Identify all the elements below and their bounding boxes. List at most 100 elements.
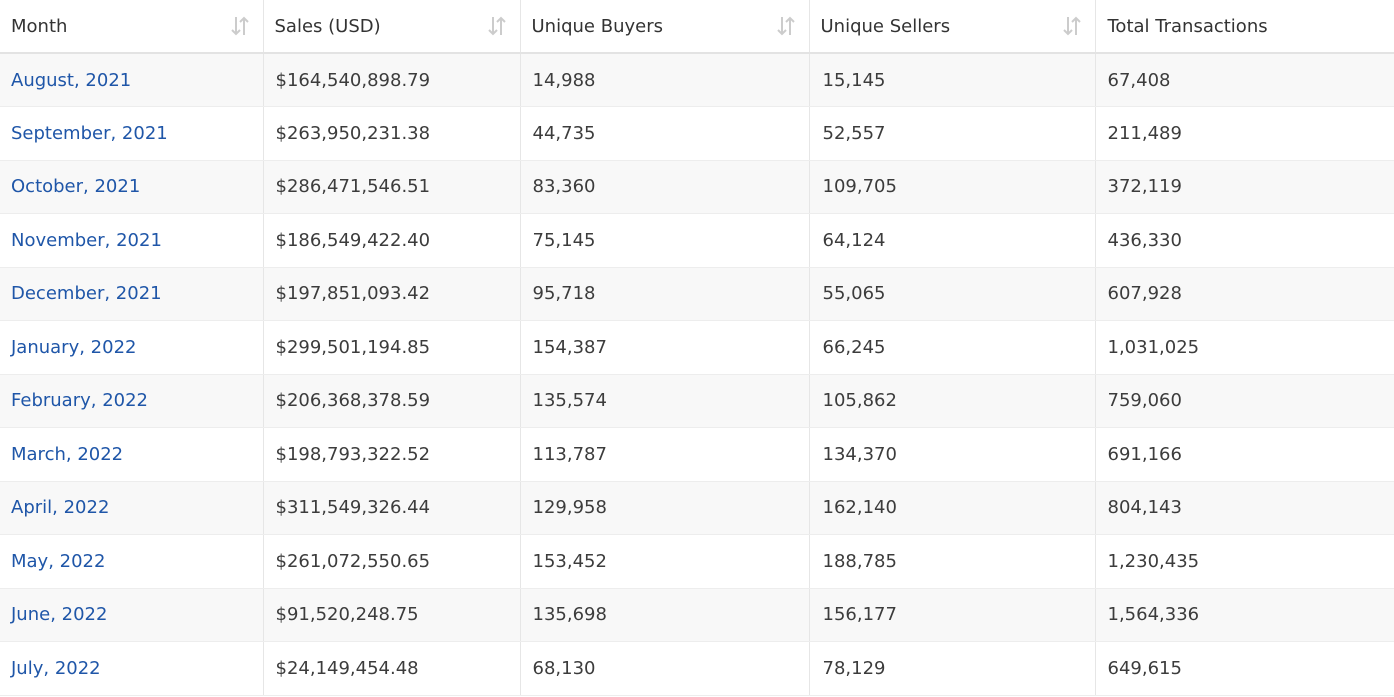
sales-cell: $197,851,093.42 <box>263 267 521 321</box>
table-row: April, 2022 $311,549,326.44 129,958 162,… <box>0 481 1394 535</box>
transactions-cell: 436,330 <box>1095 213 1394 268</box>
sort-arrows-icon[interactable] <box>487 14 507 38</box>
column-header-sales[interactable]: Sales (USD) <box>263 0 521 54</box>
sales-cell: $206,368,378.59 <box>263 374 521 428</box>
transactions-cell: 649,615 <box>1095 641 1394 696</box>
sellers-cell: 15,145 <box>809 53 1096 107</box>
sellers-cell: 66,245 <box>809 320 1096 375</box>
table-row: June, 2022 $91,520,248.75 135,698 156,17… <box>0 588 1394 642</box>
sellers-cell: 156,177 <box>809 588 1096 642</box>
month-cell: August, 2021 <box>0 53 264 107</box>
sales-cell: $299,501,194.85 <box>263 320 521 375</box>
buyers-cell: 75,145 <box>520 213 810 268</box>
month-cell: January, 2022 <box>0 320 264 375</box>
sales-cell: $91,520,248.75 <box>263 588 521 642</box>
column-header-label: Total Transactions <box>1107 15 1268 37</box>
transactions-cell: 691,166 <box>1095 427 1394 482</box>
month-link[interactable]: April, 2022 <box>11 497 110 519</box>
month-link[interactable]: November, 2021 <box>11 229 162 251</box>
header-row: Month Sales (USD) Unique Buyers <box>0 0 1394 54</box>
column-header-label: Unique Buyers <box>531 15 663 37</box>
buyers-cell: 68,130 <box>520 641 810 696</box>
month-cell: February, 2022 <box>0 374 264 428</box>
buyers-cell: 83,360 <box>520 160 810 214</box>
sales-cell: $261,072,550.65 <box>263 534 521 589</box>
month-link[interactable]: October, 2021 <box>11 176 141 198</box>
table-header: Month Sales (USD) Unique Buyers <box>0 0 1394 54</box>
sellers-cell: 105,862 <box>809 374 1096 428</box>
column-header-month[interactable]: Month <box>0 0 264 54</box>
column-header-label: Month <box>11 15 68 37</box>
month-link[interactable]: May, 2022 <box>11 550 106 572</box>
column-header-unique-buyers[interactable]: Unique Buyers <box>520 0 810 54</box>
transactions-cell: 1,230,435 <box>1095 534 1394 589</box>
table-row: December, 2021 $197,851,093.42 95,718 55… <box>0 267 1394 321</box>
month-cell: June, 2022 <box>0 588 264 642</box>
sellers-cell: 109,705 <box>809 160 1096 214</box>
table-row: February, 2022 $206,368,378.59 135,574 1… <box>0 374 1394 428</box>
transactions-cell: 1,031,025 <box>1095 320 1394 375</box>
sales-cell: $286,471,546.51 <box>263 160 521 214</box>
month-cell: September, 2021 <box>0 106 264 161</box>
sellers-cell: 134,370 <box>809 427 1096 482</box>
transactions-cell: 607,928 <box>1095 267 1394 321</box>
sales-cell: $164,540,898.79 <box>263 53 521 107</box>
table-row: October, 2021 $286,471,546.51 83,360 109… <box>0 160 1394 214</box>
column-header-unique-sellers[interactable]: Unique Sellers <box>809 0 1096 54</box>
month-link[interactable]: December, 2021 <box>11 283 162 305</box>
buyers-cell: 135,574 <box>520 374 810 428</box>
buyers-cell: 44,735 <box>520 106 810 161</box>
table-row: May, 2022 $261,072,550.65 153,452 188,78… <box>0 534 1394 589</box>
sales-cell: $24,149,454.48 <box>263 641 521 696</box>
month-cell: July, 2022 <box>0 641 264 696</box>
sellers-cell: 162,140 <box>809 481 1096 535</box>
month-link[interactable]: September, 2021 <box>11 122 168 144</box>
transactions-cell: 211,489 <box>1095 106 1394 161</box>
month-link[interactable]: June, 2022 <box>11 604 108 626</box>
month-link[interactable]: February, 2022 <box>11 390 149 412</box>
column-header-total-transactions: Total Transactions <box>1095 0 1394 54</box>
sort-arrows-icon[interactable] <box>776 14 796 38</box>
transactions-cell: 372,119 <box>1095 160 1394 214</box>
table-row: August, 2021 $164,540,898.79 14,988 15,1… <box>0 53 1394 107</box>
table-row: November, 2021 $186,549,422.40 75,145 64… <box>0 213 1394 268</box>
sales-cell: $263,950,231.38 <box>263 106 521 161</box>
transactions-cell: 759,060 <box>1095 374 1394 428</box>
buyers-cell: 113,787 <box>520 427 810 482</box>
table-body: August, 2021 $164,540,898.79 14,988 15,1… <box>0 53 1394 696</box>
buyers-cell: 14,988 <box>520 53 810 107</box>
buyers-cell: 129,958 <box>520 481 810 535</box>
sellers-cell: 78,129 <box>809 641 1096 696</box>
sellers-cell: 52,557 <box>809 106 1096 161</box>
buyers-cell: 135,698 <box>520 588 810 642</box>
month-link[interactable]: March, 2022 <box>11 443 124 465</box>
buyers-cell: 154,387 <box>520 320 810 375</box>
month-link[interactable]: July, 2022 <box>11 657 101 679</box>
month-cell: November, 2021 <box>0 213 264 268</box>
table-row: January, 2022 $299,501,194.85 154,387 66… <box>0 320 1394 375</box>
buyers-cell: 95,718 <box>520 267 810 321</box>
month-cell: December, 2021 <box>0 267 264 321</box>
buyers-cell: 153,452 <box>520 534 810 589</box>
column-header-label: Sales (USD) <box>274 15 381 37</box>
sellers-cell: 55,065 <box>809 267 1096 321</box>
table-row: March, 2022 $198,793,322.52 113,787 134,… <box>0 427 1394 482</box>
month-link[interactable]: August, 2021 <box>11 69 132 91</box>
sort-arrows-icon[interactable] <box>230 14 250 38</box>
table-row: July, 2022 $24,149,454.48 68,130 78,129 … <box>0 641 1394 696</box>
month-cell: April, 2022 <box>0 481 264 535</box>
sales-cell: $186,549,422.40 <box>263 213 521 268</box>
transactions-cell: 1,564,336 <box>1095 588 1394 642</box>
month-link[interactable]: January, 2022 <box>11 336 137 358</box>
month-cell: March, 2022 <box>0 427 264 482</box>
sales-cell: $311,549,326.44 <box>263 481 521 535</box>
month-cell: May, 2022 <box>0 534 264 589</box>
sellers-cell: 64,124 <box>809 213 1096 268</box>
month-cell: October, 2021 <box>0 160 264 214</box>
transactions-cell: 67,408 <box>1095 53 1394 107</box>
transactions-cell: 804,143 <box>1095 481 1394 535</box>
column-header-label: Unique Sellers <box>820 15 951 37</box>
sort-arrows-icon[interactable] <box>1062 14 1082 38</box>
sellers-cell: 188,785 <box>809 534 1096 589</box>
